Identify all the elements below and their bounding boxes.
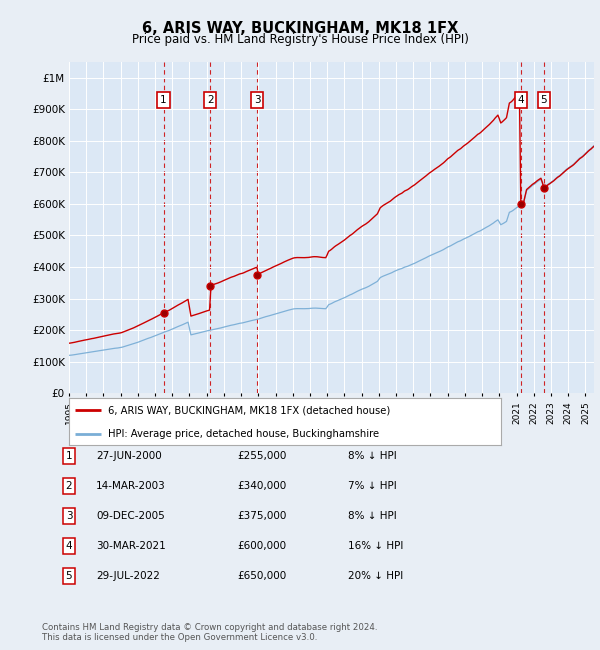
Text: 4: 4: [65, 541, 73, 551]
Text: 30-MAR-2021: 30-MAR-2021: [96, 541, 166, 551]
Text: 7% ↓ HPI: 7% ↓ HPI: [348, 481, 397, 491]
Text: 14-MAR-2003: 14-MAR-2003: [96, 481, 166, 491]
Text: 3: 3: [65, 511, 73, 521]
Text: £600,000: £600,000: [237, 541, 286, 551]
Text: 8% ↓ HPI: 8% ↓ HPI: [348, 451, 397, 462]
Text: £375,000: £375,000: [237, 511, 286, 521]
Text: Contains HM Land Registry data © Crown copyright and database right 2024.
This d: Contains HM Land Registry data © Crown c…: [42, 623, 377, 642]
Text: 09-DEC-2005: 09-DEC-2005: [96, 511, 165, 521]
Text: 27-JUN-2000: 27-JUN-2000: [96, 451, 162, 462]
Text: 5: 5: [65, 571, 73, 581]
Text: 1: 1: [65, 451, 73, 462]
Text: 20% ↓ HPI: 20% ↓ HPI: [348, 571, 403, 581]
Text: 8% ↓ HPI: 8% ↓ HPI: [348, 511, 397, 521]
Text: £340,000: £340,000: [237, 481, 286, 491]
Text: 2: 2: [207, 95, 214, 105]
Text: HPI: Average price, detached house, Buckinghamshire: HPI: Average price, detached house, Buck…: [108, 428, 379, 439]
Text: 4: 4: [518, 95, 524, 105]
Text: 29-JUL-2022: 29-JUL-2022: [96, 571, 160, 581]
Text: 16% ↓ HPI: 16% ↓ HPI: [348, 541, 403, 551]
Text: 6, ARIS WAY, BUCKINGHAM, MK18 1FX (detached house): 6, ARIS WAY, BUCKINGHAM, MK18 1FX (detac…: [108, 405, 390, 415]
Text: Price paid vs. HM Land Registry's House Price Index (HPI): Price paid vs. HM Land Registry's House …: [131, 32, 469, 46]
Text: 6, ARIS WAY, BUCKINGHAM, MK18 1FX: 6, ARIS WAY, BUCKINGHAM, MK18 1FX: [142, 21, 458, 36]
Text: 2: 2: [65, 481, 73, 491]
Text: 5: 5: [541, 95, 547, 105]
Text: £255,000: £255,000: [237, 451, 286, 462]
Text: 3: 3: [254, 95, 260, 105]
Text: £650,000: £650,000: [237, 571, 286, 581]
Text: 1: 1: [160, 95, 167, 105]
